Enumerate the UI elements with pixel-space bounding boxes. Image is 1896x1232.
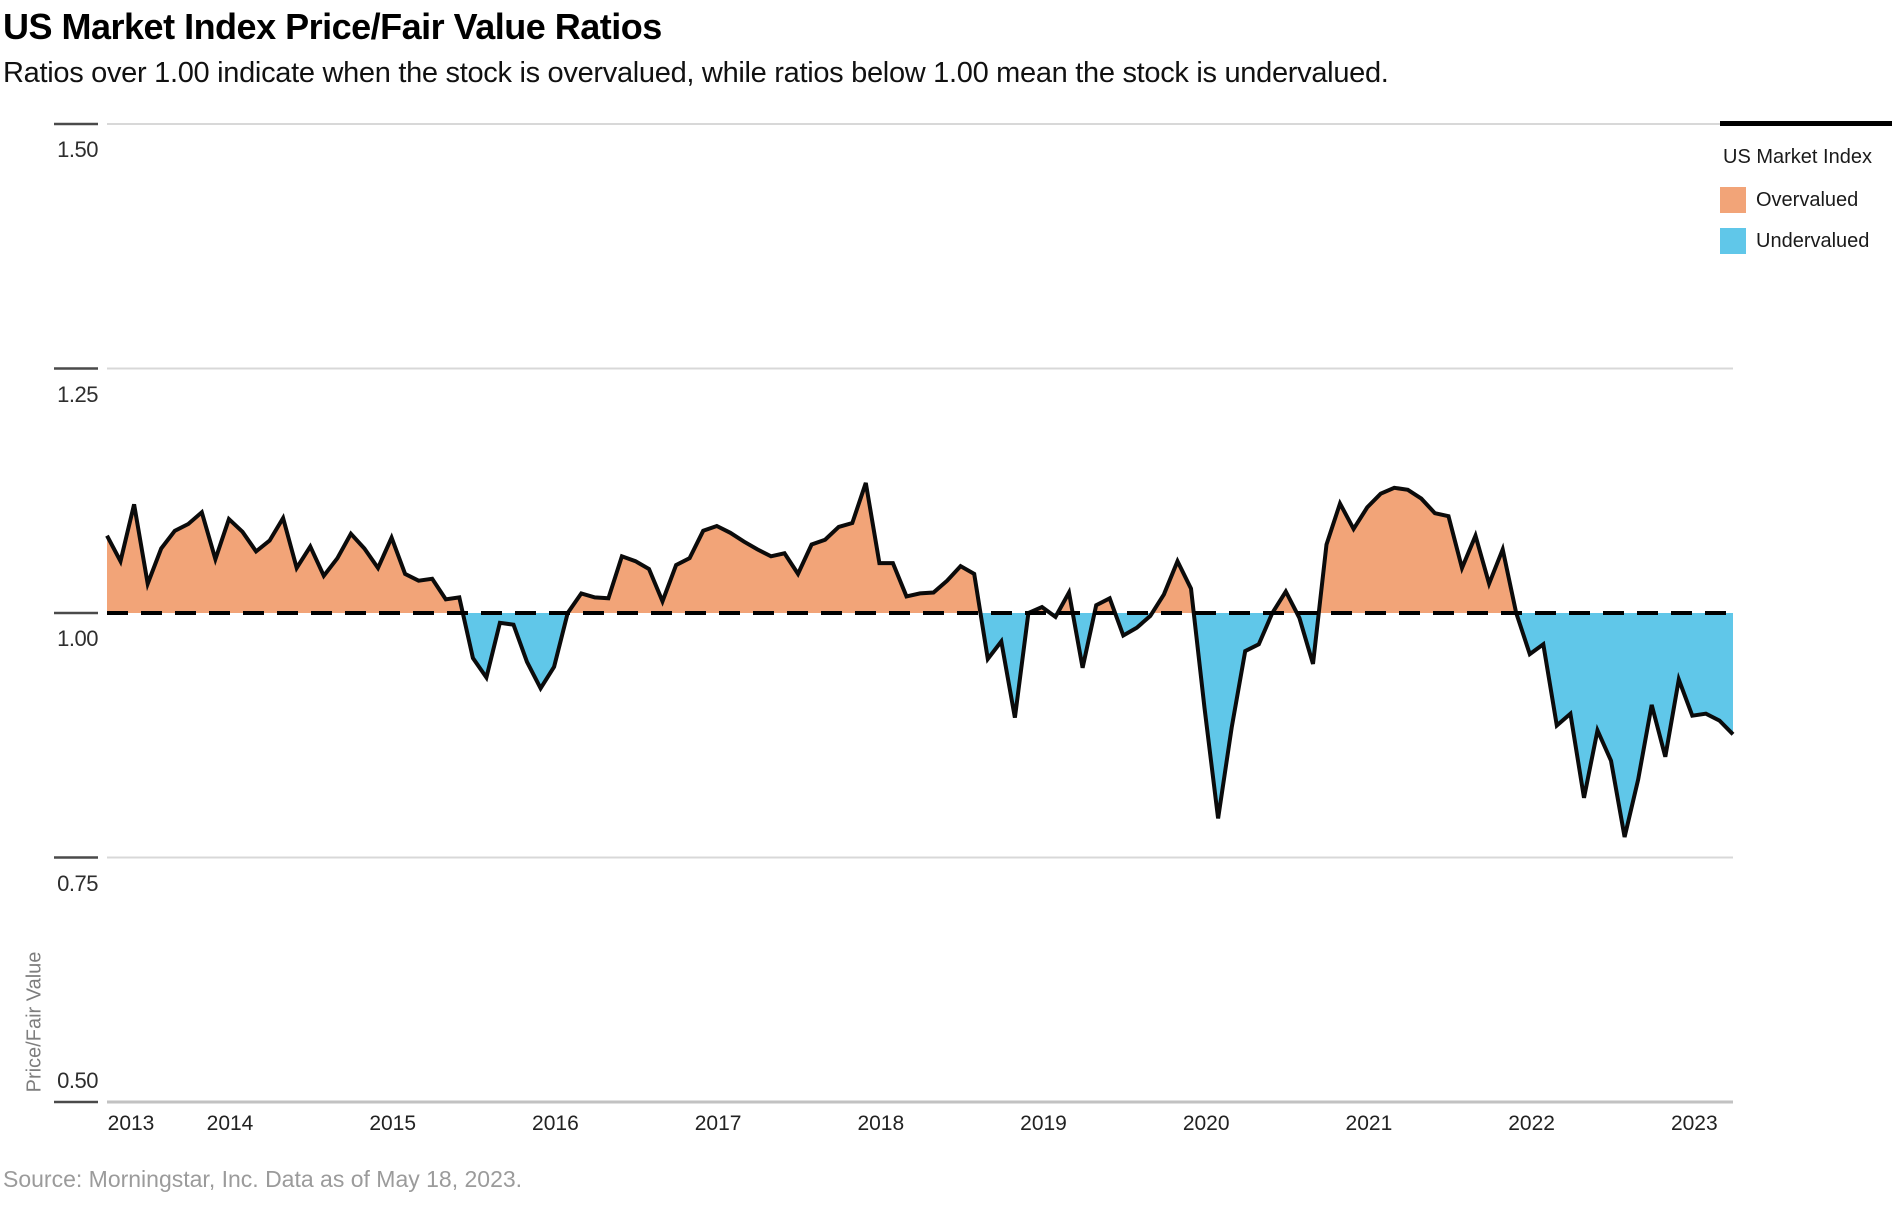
overvalued-swatch [1720, 187, 1746, 213]
x-tick-label: 2020 [1182, 1112, 1230, 1135]
y-tick-label: 1.00 [57, 626, 98, 651]
x-tick-label: 2014 [206, 1112, 254, 1135]
legend-label-overvalued: Overvalued [1756, 189, 1859, 211]
x-tick-label: 2017 [694, 1112, 742, 1135]
y-axis-title: Price/Fair Value [23, 951, 46, 1093]
x-tick-label: 2013 [107, 1112, 155, 1135]
gridlines [107, 123, 1733, 1104]
legend-accent-bar [1720, 121, 1892, 126]
undervalued-swatch [1720, 228, 1746, 254]
overvalued-area [107, 482, 1733, 613]
x-tick-label: 2015 [369, 1112, 417, 1135]
y-tick-label: 1.25 [57, 381, 98, 407]
x-tick-label: 2023 [1670, 1112, 1718, 1135]
price-fair-value-line [105, 482, 1735, 838]
source-note: Source: Morningstar, Inc. Data as of May… [3, 1166, 523, 1192]
legend-title: US Market Index [1723, 146, 1872, 168]
y-tick-label: 0.75 [57, 870, 98, 896]
x-tick-label: 2022 [1508, 1112, 1555, 1135]
x-tick-label: 2018 [857, 1112, 905, 1135]
legend-label-undervalued: Undervalued [1756, 230, 1870, 252]
page-title: US Market Index Price/Fair Value Ratios [3, 6, 662, 47]
y-tick-label: 1.50 [57, 137, 98, 162]
page-subtitle: Ratios over 1.00 indicate when the stock… [3, 57, 1389, 89]
x-tick-label: 2016 [532, 1112, 579, 1135]
x-tick-label: 2019 [1020, 1112, 1067, 1135]
undervalued-area [107, 613, 1733, 837]
axis-ticks [54, 122, 98, 1104]
y-tick-label: 0.50 [57, 1068, 98, 1093]
x-tick-label: 2021 [1345, 1112, 1393, 1135]
